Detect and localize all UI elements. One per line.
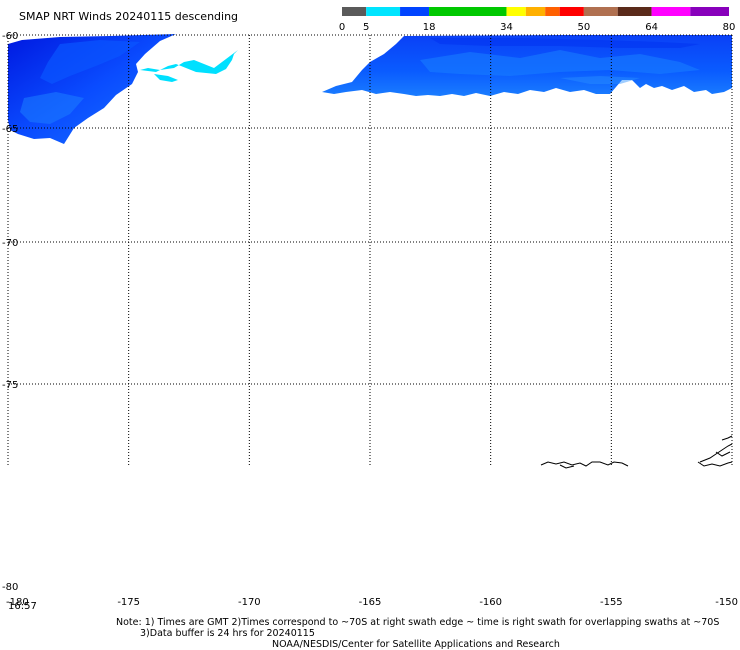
latitude-tick-label: -75 — [2, 380, 18, 391]
longitude-tick-label: -165 — [359, 597, 382, 608]
longitude-labels: -180 -175 -170 -165 -160 -155 -150 — [6, 597, 738, 608]
cyan-wind-fragment — [154, 74, 178, 82]
cyan-wind-fragment — [140, 50, 238, 74]
wind-swath-layer — [8, 34, 732, 144]
coastline-segment — [699, 443, 733, 463]
colorbar-segment — [559, 7, 584, 16]
swath-time-label: 16:57 — [8, 601, 37, 612]
coastline-segment — [715, 451, 731, 457]
colorbar-segment — [342, 7, 367, 16]
coastline-segment — [721, 435, 733, 441]
colorbar-tick-label: 50 — [578, 22, 591, 33]
coastline-segment — [697, 461, 733, 467]
latitude-tick-label: -70 — [2, 238, 18, 249]
longitude-tick-label: -160 — [479, 597, 502, 608]
colorbar-segment — [429, 7, 507, 16]
left-swath-streak — [20, 92, 84, 124]
colorbar-tick-label: 34 — [500, 22, 513, 33]
longitude-tick-label: -155 — [600, 597, 623, 608]
colorbar-tick-label: 0 — [339, 22, 345, 33]
colorbar-tick-label: 18 — [423, 22, 436, 33]
antarctic-coastline — [540, 435, 733, 469]
lat-lon-grid — [7, 34, 733, 465]
coastline-segment — [540, 461, 629, 467]
colorbar-segment — [400, 7, 430, 16]
right-swath-streak — [420, 50, 700, 76]
colorbar-tick-label: 64 — [645, 22, 658, 33]
note-line-2: 3)Data buffer is 24 hrs for 20240115 — [140, 628, 315, 639]
longitude-tick-label: -175 — [117, 597, 140, 608]
right-swath-streak — [560, 76, 640, 84]
colorbar-segment — [583, 7, 618, 16]
colorbar-segment — [617, 7, 652, 16]
right-swath-streak — [430, 38, 700, 48]
note-line-3: NOAA/NESDIS/Center for Satellite Applica… — [272, 639, 560, 650]
colorbar-segment — [690, 7, 729, 16]
note-line-1: Note: 1) Times are GMT 2)Times correspon… — [116, 617, 719, 628]
longitude-tick-label: -170 — [238, 597, 261, 608]
latitude-labels: -60 -65 -70 -75 -80 — [2, 31, 18, 593]
latitude-tick-label: -80 — [2, 582, 18, 593]
latitude-tick-label: -60 — [2, 31, 18, 42]
colorbar-tick-label: 5 — [363, 22, 369, 33]
colorbar-segment — [506, 7, 526, 16]
longitude-tick-label: -180 — [6, 597, 29, 608]
wind-speed-colorbar: 0 5 18 34 50 64 80 — [339, 7, 736, 33]
colorbar-segment — [525, 7, 546, 16]
coastline-segment — [559, 464, 575, 469]
colorbar-segment — [651, 7, 691, 16]
left-swath-streak — [40, 40, 140, 84]
map-title: SMAP NRT Winds 20240115 descending — [19, 10, 238, 23]
longitude-tick-label: -150 — [715, 597, 738, 608]
colorbar-tick-label: 80 — [723, 22, 736, 33]
colorbar-segment — [366, 7, 401, 16]
colorbar-segment — [545, 7, 560, 16]
latitude-tick-label: -65 — [2, 124, 18, 135]
